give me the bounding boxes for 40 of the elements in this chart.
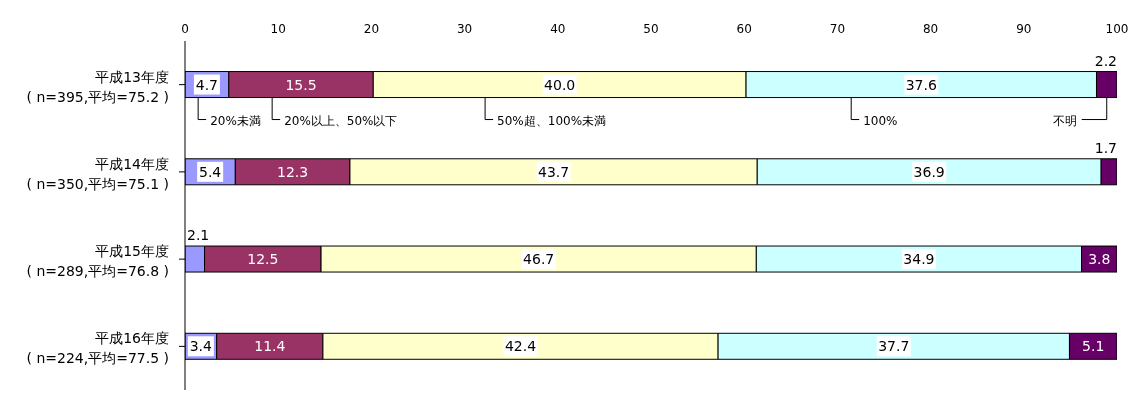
x-tick-label: 70: [829, 22, 846, 36]
data-label: 37.6: [905, 76, 937, 93]
series-label: 20%以上、50%以下: [284, 113, 398, 128]
data-label: 15.5: [285, 76, 317, 93]
x-tick-label: 20: [363, 22, 380, 36]
x-tick-label: 90: [1016, 22, 1032, 36]
data-label: 2.1: [187, 227, 210, 244]
data-label: 5.1: [1082, 338, 1105, 355]
y-tick-label: 平成14年度 ( n=350,平均=75.1 ): [26, 155, 169, 192]
x-tick-label: 30: [456, 22, 473, 36]
data-label: 1.7: [1094, 139, 1117, 156]
data-label: 5.4: [199, 163, 222, 180]
data-label: 12.3: [277, 163, 309, 180]
x-tick-label: 80: [922, 22, 939, 36]
series-label: 50%超、100%未満: [497, 113, 607, 128]
x-tick-label: 50: [643, 22, 659, 36]
data-label: 3.8: [1088, 251, 1111, 268]
y-tick-label: 平成13年度 ( n=395,平均=75.2 ): [26, 68, 169, 105]
series-label: 100%: [863, 113, 898, 128]
x-tick-label: 60: [736, 22, 752, 36]
data-label: 37.7: [878, 338, 910, 355]
x-tick-label: 0: [181, 22, 189, 36]
x-tick-label: 10: [270, 22, 286, 36]
data-label: 4.7: [195, 76, 219, 93]
data-label: 40.0: [544, 76, 576, 93]
y-tick-label: 平成16年度 ( n=224,平均=77.5 ): [26, 330, 169, 367]
data-label: 2.2: [1094, 52, 1117, 69]
data-label: 42.4: [504, 338, 537, 355]
y-tick-label: 平成15年度 ( n=289,平均=76.8 ): [26, 243, 169, 280]
text: 不明: [1052, 113, 1077, 128]
x-tick-label: 100: [1105, 22, 1129, 36]
data-label: 36.9: [913, 163, 945, 180]
data-label: 12.5: [247, 251, 279, 268]
data-label: 34.9: [903, 251, 935, 268]
x-tick-label: 40: [550, 22, 566, 36]
series-label: 20%未満: [210, 113, 261, 128]
data-label: 3.4: [189, 338, 213, 355]
data-label: 11.4: [254, 338, 286, 355]
data-label: 43.7: [538, 163, 570, 180]
data-label: 46.7: [523, 251, 555, 268]
